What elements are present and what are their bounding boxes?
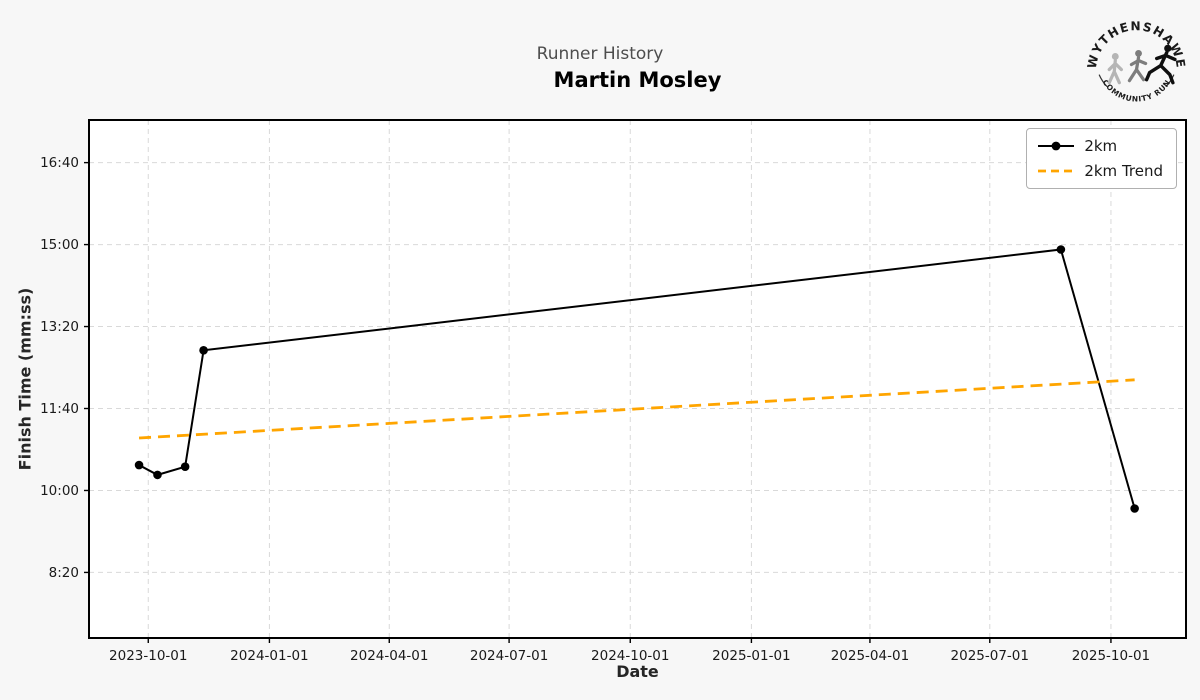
x-tick-labels: 2023-10-01 2024-01-01 2024-04-01 2024-07-01…: [109, 648, 1150, 664]
plot-border: [88, 119, 1187, 639]
plot-area: [89, 120, 1186, 638]
walker-silhouette-icon: [1107, 53, 1123, 85]
legend-item-2km: 2km: [1037, 137, 1163, 155]
x-tick-label: 2024-01-01: [230, 648, 308, 664]
y-tick-label: 10:00: [40, 483, 79, 499]
y-tick-label: 16:40: [40, 155, 79, 171]
x-tick-label: 2025-04-01: [831, 648, 909, 664]
x-tick-label: 2025-07-01: [951, 648, 1029, 664]
series-2km-trend-line: [138, 378, 1135, 440]
sprinter-silhouette-icon: [1144, 44, 1177, 85]
y-tick-label: 13:20: [40, 319, 79, 335]
chart-suptitle: Runner History: [536, 44, 664, 64]
y-tick-labels: 8:20 10:00 11:40 13:20 15:00 16:40: [40, 155, 79, 581]
legend: 2km 2km Trend: [1026, 128, 1177, 189]
y-tick-label: 11:40: [40, 401, 79, 417]
x-tick-label: 2025-10-01: [1072, 648, 1150, 664]
legend-2km-marker: [1051, 141, 1061, 151]
data-point-marker: [1130, 504, 1139, 513]
series-2km-markers: [134, 245, 1139, 513]
x-tick-label: 2023-10-01: [109, 648, 187, 664]
legend-2km-line-sample: [1038, 141, 1075, 151]
chart-title: Martin Mosley: [553, 68, 722, 92]
data-point-marker: [1056, 245, 1066, 254]
data-point-marker: [180, 462, 190, 471]
legend-2km-label: 2km: [1084, 137, 1118, 155]
x-tick-label: 2024-04-01: [350, 648, 428, 664]
legend-trend-line-sample: [1038, 169, 1075, 173]
logo-right-arc: [1165, 74, 1175, 88]
x-tick-label: 2024-10-01: [591, 648, 669, 664]
jogger-silhouette-icon: [1127, 49, 1148, 83]
gridlines: [89, 120, 1186, 638]
x-tick-label: 2025-01-01: [712, 648, 790, 664]
legend-trend-label: 2km Trend: [1084, 162, 1163, 180]
y-tick-label: 15:00: [40, 237, 79, 253]
axis-tick-marks: [84, 161, 1112, 643]
x-axis-label: Date: [616, 662, 659, 681]
y-axis-label: Finish Time (mm:ss): [15, 287, 35, 471]
legend-item-2km-trend: 2km Trend: [1037, 162, 1163, 180]
logo-left-arc: [1098, 74, 1108, 88]
data-point-marker: [134, 460, 144, 470]
data-point-marker: [199, 346, 208, 355]
wythenshawe-community-run-logo: WYTHENSHAWE COMMUNITY RUN: [1086, 19, 1187, 104]
x-tick-label: 2024-07-01: [470, 648, 548, 664]
data-point-marker: [153, 470, 162, 480]
y-tick-label: 8:20: [49, 565, 79, 581]
